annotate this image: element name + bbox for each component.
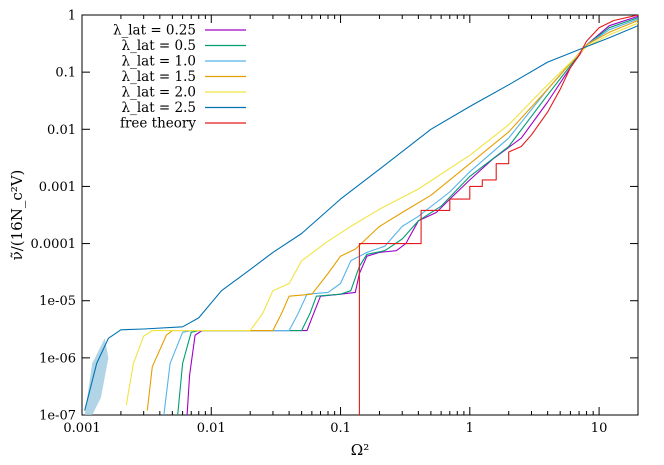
y-tick-label: 1e-05 xyxy=(39,294,76,309)
y-tick-label: 1e-06 xyxy=(39,351,76,366)
series-line xyxy=(146,19,638,411)
y-axis-label: ν̃/(16N_c²V) xyxy=(8,170,26,261)
y-tick-label: 0.0001 xyxy=(31,237,77,252)
y-tick-label: 1e-07 xyxy=(39,409,76,424)
legend-label: λ_lat = 2.5 xyxy=(122,100,196,116)
legend-label: free theory xyxy=(120,116,196,132)
uncertainty-band xyxy=(84,338,109,415)
legend-label: λ_lat = 0.5 xyxy=(122,38,196,54)
y-tick-label: 0.001 xyxy=(39,180,76,195)
legend: λ_lat = 0.25λ_lat = 0.5λ_lat = 1.0λ_lat … xyxy=(113,23,246,132)
legend-label: λ_lat = 2.0 xyxy=(122,85,196,101)
x-axis-label: Ω² xyxy=(351,441,369,459)
x-tick-label: 0.001 xyxy=(63,421,100,436)
legend-label: λ_lat = 1.0 xyxy=(122,54,196,70)
legend-label: λ_lat = 1.5 xyxy=(122,69,196,85)
series-line xyxy=(358,15,638,415)
legend-label: λ_lat = 0.25 xyxy=(113,23,196,39)
series-line xyxy=(84,25,638,411)
axis-ticks: 0.001 0.01 0.1 1 10 1e-07 1e-06 1e-05 0.0001 0.00… xyxy=(31,9,639,436)
series-group xyxy=(84,15,638,415)
series-line xyxy=(186,15,638,415)
series-line xyxy=(163,18,638,415)
y-tick-label: 0.01 xyxy=(47,123,76,138)
x-tick-label: 10 xyxy=(591,421,608,436)
x-tick-label: 1 xyxy=(466,421,474,436)
y-tick-label: 0.1 xyxy=(55,66,76,81)
series-line xyxy=(177,17,638,415)
x-tick-label: 0.1 xyxy=(330,421,351,436)
series-line xyxy=(125,22,638,405)
y-tick-label: 1 xyxy=(68,9,76,24)
x-tick-label: 0.01 xyxy=(197,421,226,436)
plot-frame xyxy=(81,14,639,416)
